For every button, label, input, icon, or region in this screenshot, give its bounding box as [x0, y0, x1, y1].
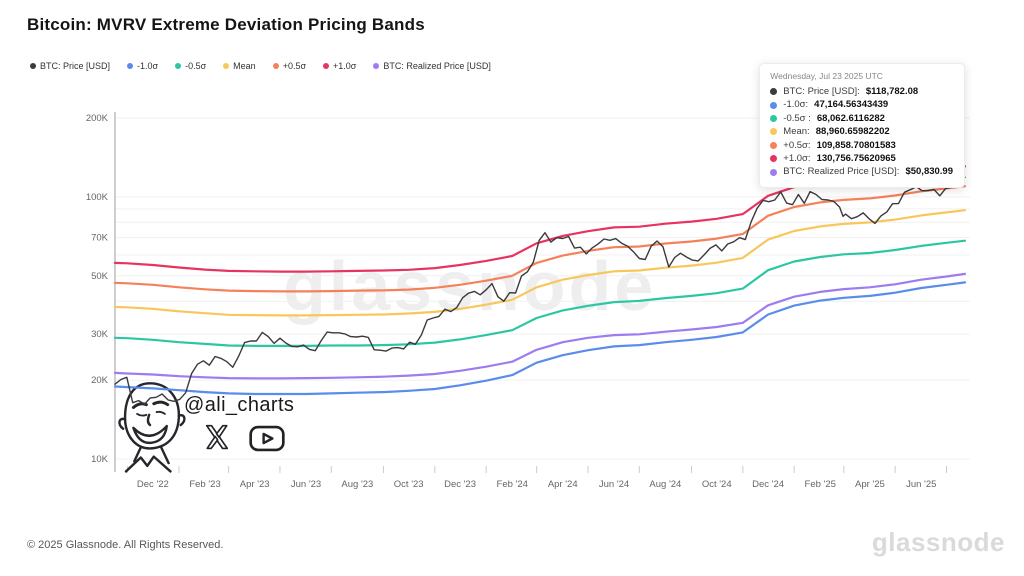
- tooltip-row-plus_1_0: +1.0σ: 130,756.75620965: [770, 152, 953, 165]
- tooltip-row-value: $118,782.08: [865, 86, 919, 97]
- legend-item-label: +0.5σ: [282, 61, 307, 71]
- tooltip-row-value: 109,858.70801583: [816, 139, 896, 151]
- legend-item-label: BTC: Price [USD]: [40, 61, 111, 71]
- copyright-text: © 2025 Glassnode. All Rights Reserved.: [27, 539, 224, 551]
- tooltip-row-minus_0_5: -0.5σ : 68,062.6116282: [770, 112, 953, 125]
- legend-dot: [175, 63, 182, 69]
- tooltip-row-plus_0_5: +0.5σ: 109,858.70801583: [770, 139, 953, 152]
- legend-item-label: +1.0σ: [333, 61, 357, 71]
- tooltip-row-dot: [770, 128, 778, 136]
- tooltip-row-label: +1.0σ:: [783, 153, 811, 165]
- y-axis-label: 100K: [86, 192, 109, 203]
- tooltip-row-label: BTC: Price [USD]:: [783, 86, 860, 97]
- legend-item-minus_1_0[interactable]: -1.0σ: [127, 61, 158, 71]
- tooltip-row-value: 130,756.75620965: [816, 153, 896, 165]
- x-axis-label: Dec '24: [752, 479, 784, 490]
- x-axis-label: Dec '22: [137, 479, 169, 490]
- legend-item-minus_0_5[interactable]: -0.5σ: [175, 61, 206, 71]
- legend-item-label: Mean: [233, 61, 256, 71]
- x-axis-label: Apr '24: [548, 479, 578, 490]
- x-axis-label: Jun '25: [906, 479, 936, 490]
- legend: BTC: Price [USD] -1.0σ -0.5σ Mean +0.5σ +1.0σ…: [30, 61, 491, 71]
- legend-item-label: BTC: Realized Price [USD]: [383, 61, 491, 71]
- y-axis-label: 200K: [86, 113, 109, 124]
- tooltip-row-dot: [770, 155, 778, 163]
- x-axis-label: Apr '25: [855, 479, 885, 490]
- tooltip-row-label: Mean:: [783, 126, 810, 138]
- tooltip-row-dot: [770, 101, 778, 109]
- tooltip-rows: BTC: Price [USD]: $118,782.08 -1.0σ: 47,1…: [770, 85, 953, 179]
- tooltip-row-dot: [770, 115, 778, 123]
- tooltip-row-value: 88,960.65982202: [815, 126, 890, 138]
- x-axis-label: Oct '24: [702, 479, 732, 490]
- tooltip-date: Wednesday, Jul 23 2025 UTC: [770, 71, 883, 81]
- x-axis-label: Dec '23: [444, 479, 476, 490]
- tooltip-row-btc_price: BTC: Price [USD]: $118,782.08: [770, 85, 953, 98]
- legend-dot: [30, 63, 36, 69]
- y-axis-label: 10K: [91, 454, 109, 465]
- y-axis-label: 50K: [91, 271, 109, 282]
- tooltip-row-label: -0.5σ :: [783, 112, 811, 124]
- tooltip-row-label: +0.5σ:: [783, 139, 811, 151]
- legend-item-realized_price[interactable]: BTC: Realized Price [USD]: [373, 61, 491, 71]
- x-axis-label: Jun '23: [291, 479, 321, 490]
- cartoon-face-illustration: [118, 382, 186, 473]
- tooltip-row-value: 68,062.6116282: [816, 112, 885, 124]
- legend-item-plus_1_0[interactable]: +1.0σ: [323, 61, 356, 71]
- legend-dot: [127, 63, 134, 69]
- legend-item-plus_0_5[interactable]: +0.5σ: [272, 61, 307, 71]
- tooltip-row-value: 47,164.56343439: [814, 99, 889, 111]
- author-watermark: @ali_charts: [100, 378, 335, 478]
- tooltip-row-mean: Mean: 88,960.65982202: [770, 125, 953, 138]
- tooltip-row-value: $50,830.99: [905, 166, 953, 178]
- legend-dot: [223, 63, 230, 69]
- legend-item-btc_price[interactable]: BTC: Price [USD]: [30, 61, 110, 71]
- legend-dot: [323, 63, 330, 69]
- y-axis-label: 30K: [91, 329, 109, 340]
- youtube-icon: [249, 425, 285, 452]
- page-title: Bitcoin: MVRV Extreme Deviation Pricing …: [27, 15, 425, 34]
- tooltip-row-label: -1.0σ:: [783, 99, 809, 111]
- author-handle: @ali_charts: [184, 394, 295, 416]
- tooltip-row-dot: [770, 168, 778, 176]
- legend-item-mean[interactable]: Mean: [223, 61, 256, 71]
- x-axis-label: Aug '23: [341, 479, 373, 490]
- x-axis-label: Feb '23: [189, 479, 220, 490]
- legend-dot: [373, 63, 380, 69]
- tooltip-row-minus_1_0: -1.0σ: 47,164.56343439: [770, 98, 953, 111]
- tooltip-row-dot: [770, 141, 778, 149]
- x-axis-label: Apr '23: [240, 479, 270, 490]
- x-axis-label: Feb '25: [805, 479, 836, 490]
- tooltip-row-label: BTC: Realized Price [USD]:: [783, 166, 900, 178]
- x-twitter-icon: [205, 424, 229, 450]
- x-axis-label: Oct '23: [394, 479, 424, 490]
- y-axis-label: 20K: [91, 375, 109, 386]
- x-axis-label: Jun '24: [599, 479, 629, 490]
- tooltip-row-realized_price: BTC: Realized Price [USD]: $50,830.99: [770, 165, 953, 178]
- glassnode-logo: glassnode: [871, 527, 1005, 557]
- y-axis-label: 70K: [91, 232, 109, 243]
- legend-item-label: -1.0σ: [137, 61, 159, 71]
- tooltip: Wednesday, Jul 23 2025 UTC BTC: Price [U…: [759, 63, 965, 188]
- tooltip-row-dot: [770, 88, 778, 96]
- legend-dot: [272, 63, 279, 69]
- x-axis-label: Aug '24: [649, 479, 681, 490]
- legend-item-label: -0.5σ: [185, 61, 207, 71]
- x-axis-label: Feb '24: [497, 479, 528, 490]
